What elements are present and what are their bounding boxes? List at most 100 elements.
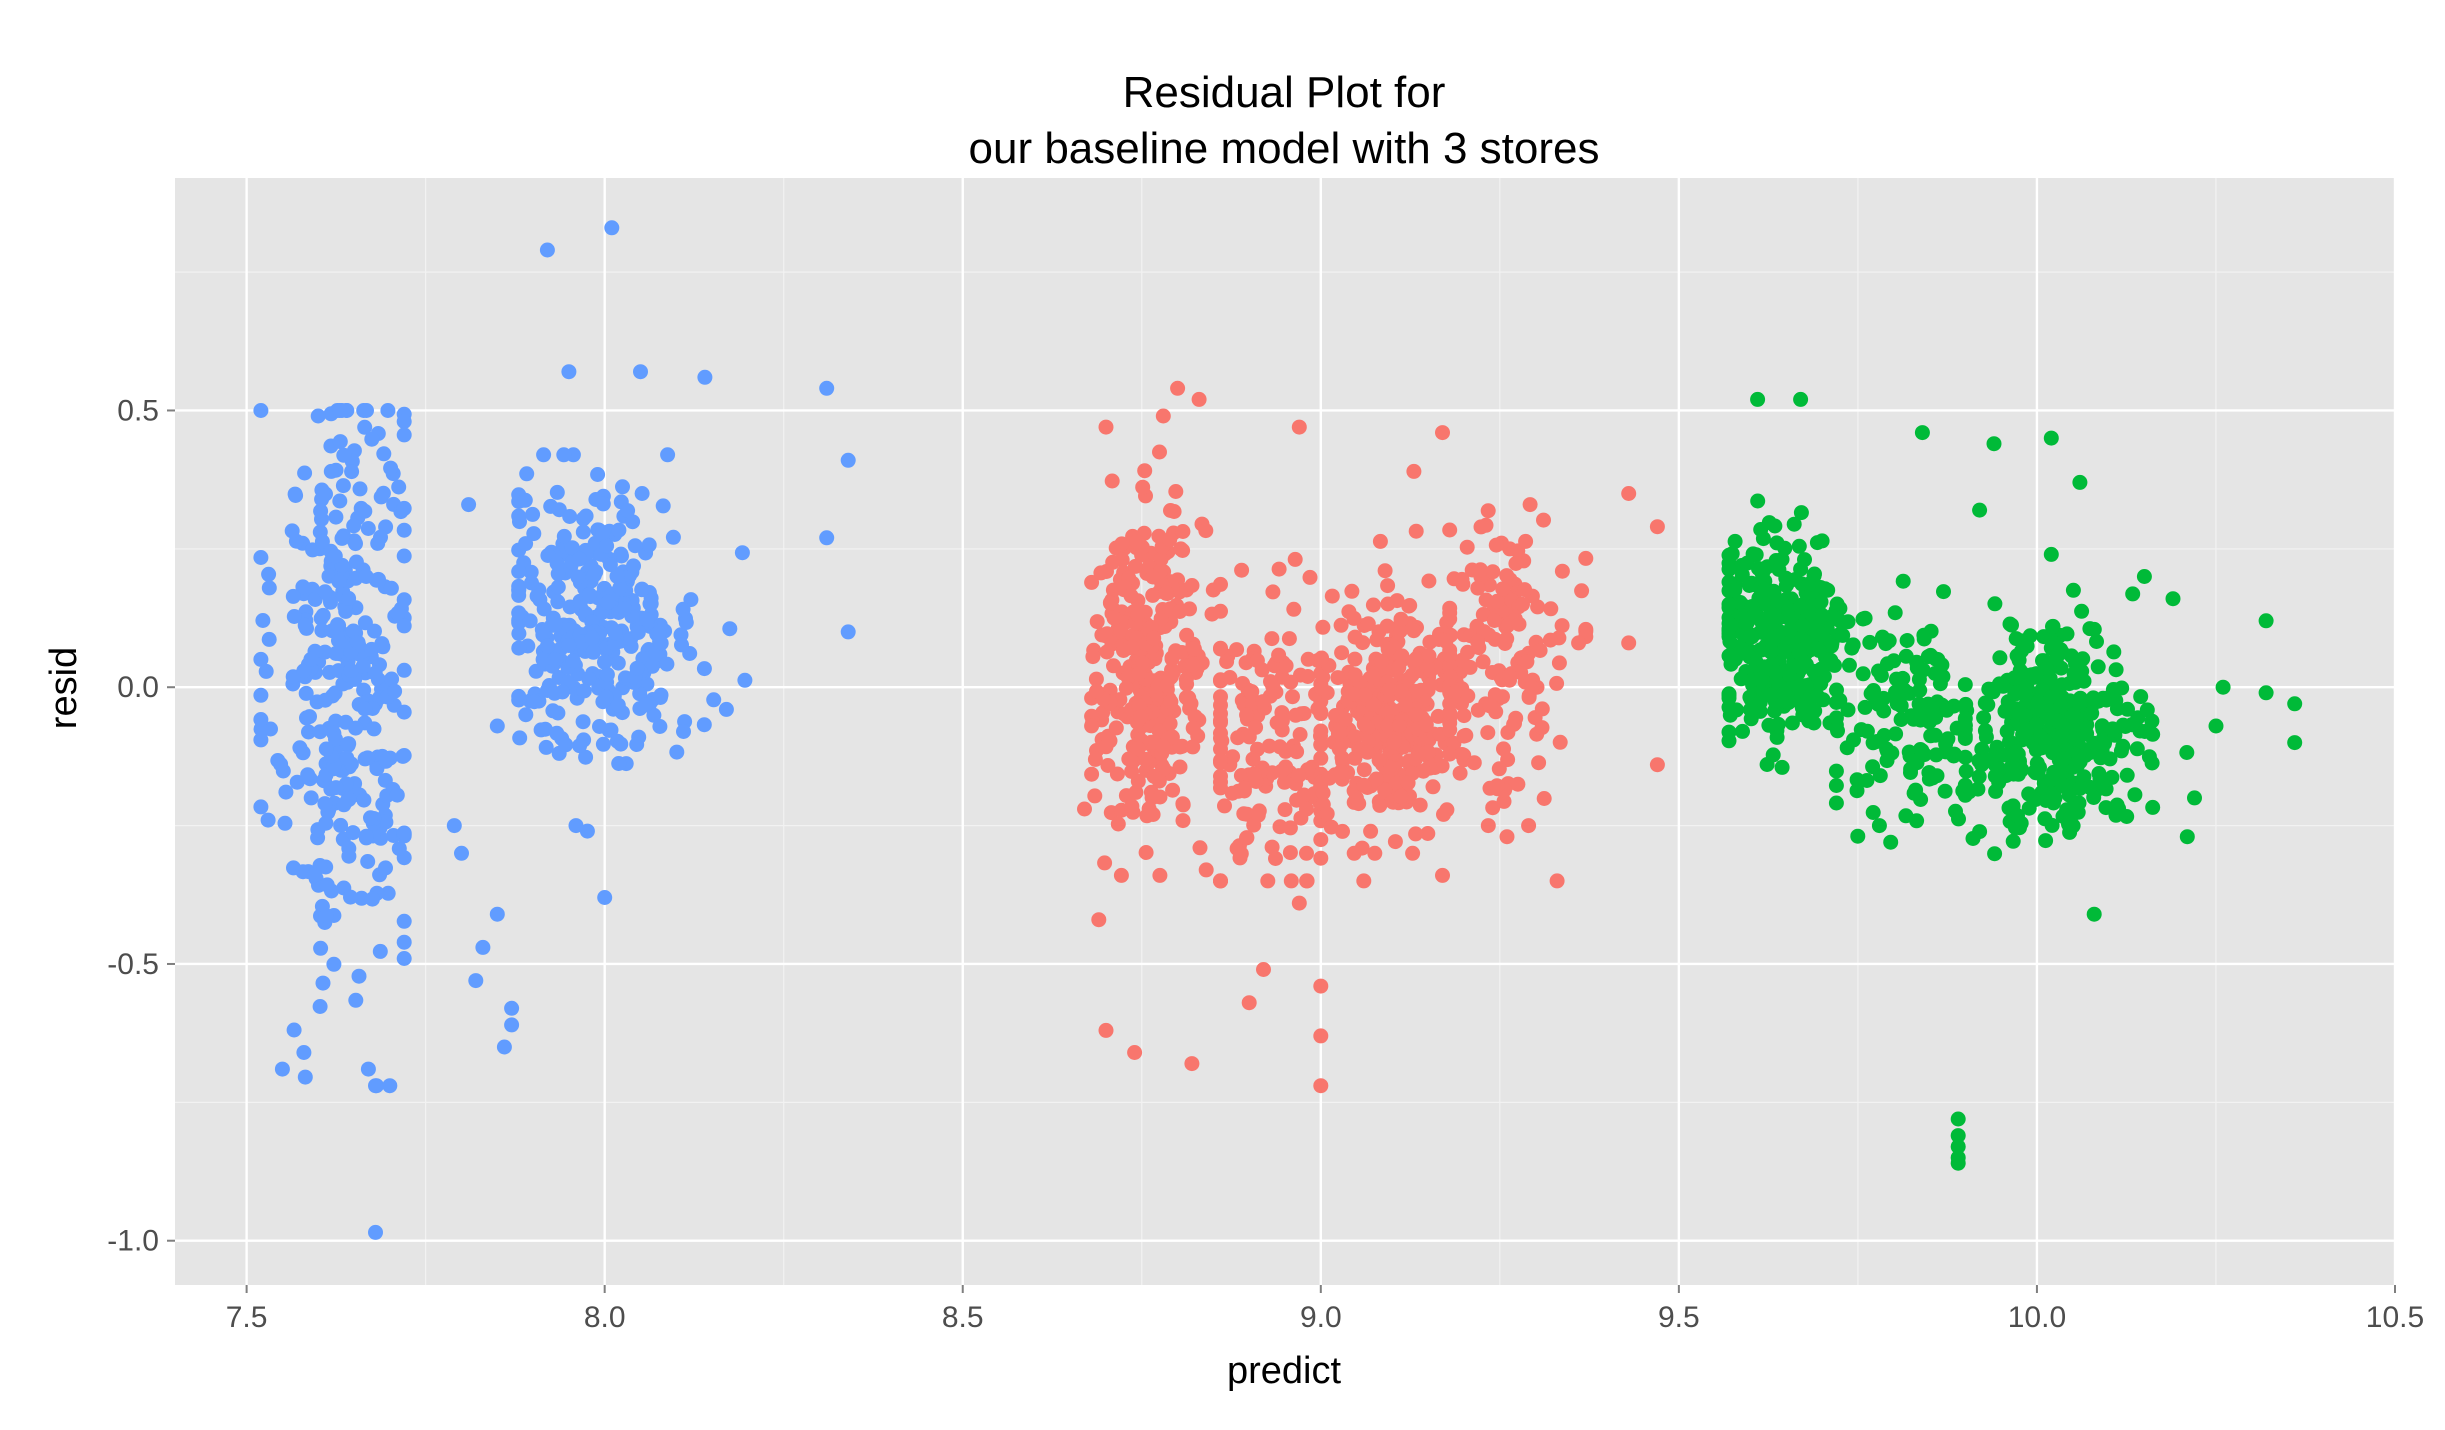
data-point: [253, 403, 269, 418]
data-point: [1777, 540, 1793, 556]
data-point: [1405, 845, 1421, 861]
data-point: [1386, 734, 1402, 750]
data-point: [253, 687, 269, 703]
data-point: [356, 682, 372, 698]
data-point: [737, 672, 753, 688]
data-point: [547, 652, 563, 668]
data-point: [675, 601, 691, 617]
data-point: [632, 686, 648, 702]
data-point: [1299, 845, 1314, 861]
data-point: [595, 736, 611, 752]
data-point: [1224, 785, 1240, 801]
data-point: [319, 877, 335, 893]
data-point: [572, 551, 587, 567]
data-point: [1460, 644, 1476, 660]
data-point: [1782, 622, 1798, 638]
data-point: [1496, 793, 1512, 809]
data-point: [334, 530, 350, 546]
data-point: [519, 466, 535, 482]
data-point: [1914, 743, 1930, 759]
data-point: [1987, 596, 2003, 612]
x-tick-label: 8.5: [942, 1301, 984, 1334]
data-point: [1239, 830, 1254, 846]
data-point: [360, 750, 376, 766]
data-point: [1988, 783, 2004, 799]
data-point: [475, 939, 491, 955]
data-point: [550, 579, 566, 595]
data-point: [1521, 818, 1537, 834]
data-point: [1153, 611, 1169, 627]
data-point: [1271, 561, 1287, 577]
data-point: [1814, 608, 1830, 623]
data-point: [660, 447, 676, 463]
data-point: [1724, 546, 1740, 562]
data-point: [1456, 708, 1472, 724]
data-point: [296, 1045, 312, 1060]
data-point: [1957, 749, 1973, 765]
data-point: [1128, 784, 1144, 800]
data-point: [1478, 592, 1494, 608]
data-point: [1159, 678, 1175, 693]
data-point: [1347, 667, 1363, 683]
data-point: [396, 704, 412, 720]
data-point: [2008, 631, 2024, 647]
data-point: [1519, 654, 1535, 670]
data-point: [1976, 710, 1992, 726]
data-point: [652, 719, 668, 734]
data-point: [2054, 728, 2070, 744]
data-point: [2108, 807, 2124, 823]
data-point: [332, 493, 348, 509]
data-point: [1846, 732, 1861, 748]
data-point: [253, 799, 269, 815]
data-point: [1879, 741, 1895, 757]
data-point: [1408, 751, 1423, 767]
data-point: [1950, 1111, 1966, 1127]
data-point: [1422, 677, 1438, 693]
data-point: [357, 615, 373, 631]
data-point: [1291, 419, 1307, 435]
data-point: [343, 662, 359, 678]
data-point: [600, 594, 616, 610]
data-point: [395, 748, 411, 764]
data-point: [2215, 679, 2231, 695]
data-point: [643, 596, 659, 612]
data-point: [1927, 727, 1943, 743]
data-point: [2005, 766, 2021, 781]
data-point: [1373, 653, 1389, 669]
data-point: [653, 687, 669, 703]
data-point: [665, 529, 681, 545]
data-point: [1391, 659, 1407, 675]
data-point: [1265, 678, 1281, 694]
data-point: [1346, 845, 1362, 861]
data-point: [1186, 641, 1202, 657]
data-point: [1442, 658, 1458, 674]
data-point: [1264, 839, 1280, 855]
data-point: [1363, 823, 1379, 839]
data-point: [2046, 764, 2062, 780]
data-point: [1155, 408, 1171, 424]
data-point: [310, 408, 326, 424]
data-point: [526, 526, 542, 542]
data-point: [1888, 726, 1904, 742]
data-point: [328, 731, 343, 747]
data-point: [387, 683, 403, 699]
data-point: [697, 369, 713, 385]
data-point: [1811, 643, 1827, 659]
data-point: [1198, 862, 1214, 878]
data-point: [2005, 833, 2021, 849]
data-point: [1727, 533, 1743, 549]
data-point: [2028, 666, 2044, 682]
data-point: [2187, 790, 2202, 806]
data-point: [1137, 751, 1153, 767]
data-point: [1175, 796, 1191, 812]
data-point: [318, 908, 334, 924]
data-point: [1250, 807, 1266, 823]
data-point: [2086, 621, 2102, 637]
data-point: [1940, 731, 1956, 747]
data-point: [1332, 724, 1347, 740]
data-point: [1768, 664, 1784, 680]
data-point: [313, 940, 329, 956]
data-point: [1745, 546, 1761, 562]
x-tick-label: 7.5: [226, 1301, 268, 1334]
data-point: [1895, 573, 1911, 589]
